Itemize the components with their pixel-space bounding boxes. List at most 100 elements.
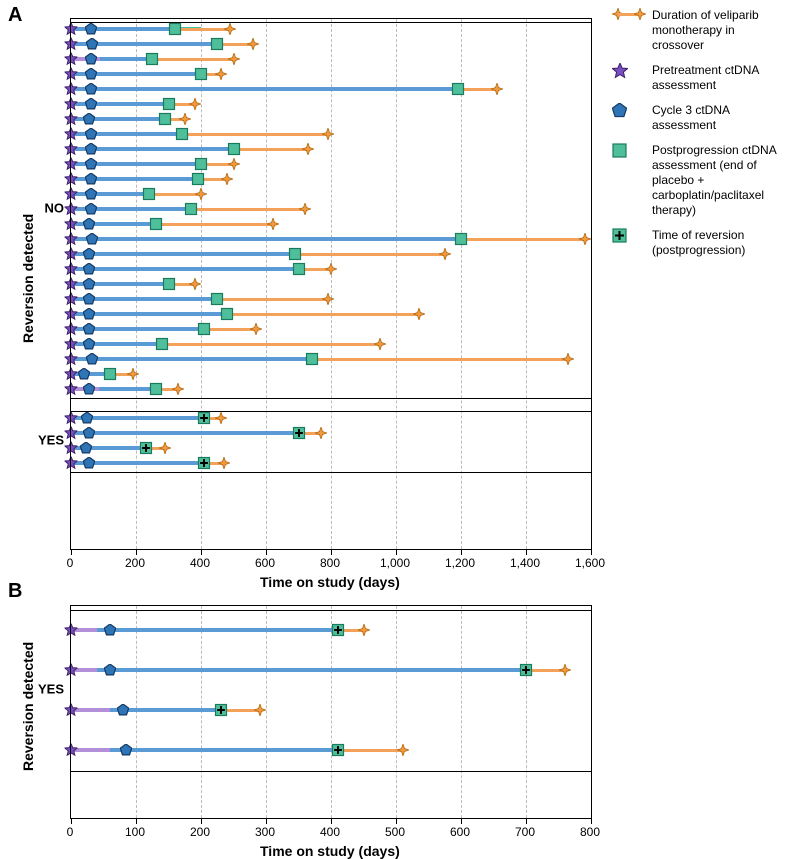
postprogression-square-icon bbox=[455, 233, 468, 246]
cycle3-pentagon-icon bbox=[120, 744, 132, 756]
cycle3-pentagon-icon bbox=[78, 368, 90, 380]
cycle3-pentagon-icon bbox=[85, 23, 97, 35]
bar-crossover bbox=[227, 313, 419, 316]
x-tick bbox=[136, 818, 137, 824]
postprogression-square-icon bbox=[149, 218, 162, 231]
y-axis-label-A: Reversion detected bbox=[20, 214, 36, 343]
x-tick-label: 1,200 bbox=[445, 556, 475, 570]
cycle3-pentagon-icon bbox=[80, 442, 92, 454]
bar-onstudy bbox=[99, 387, 156, 391]
pretreatment-star-icon bbox=[65, 664, 78, 677]
y-tick-label-NO: NO bbox=[0, 201, 64, 216]
crossover-cap-icon bbox=[491, 83, 503, 95]
x-tick bbox=[71, 549, 72, 555]
x-tick-label: 800 bbox=[320, 556, 340, 570]
x-tick bbox=[331, 818, 332, 824]
legend-text: Cycle 3 ctDNA assessment bbox=[652, 103, 780, 133]
bar-onstudy bbox=[71, 87, 458, 91]
x-tick bbox=[591, 549, 592, 555]
bar-onstudy bbox=[71, 357, 312, 361]
postprogression-square-icon bbox=[292, 427, 305, 440]
cycle3-pentagon-icon bbox=[85, 188, 97, 200]
plot-B bbox=[70, 605, 592, 819]
bar-crossover bbox=[217, 298, 328, 301]
x-axis-label-A: Time on study (days) bbox=[260, 574, 400, 590]
x-tick-label: 200 bbox=[125, 556, 145, 570]
x-tick bbox=[461, 549, 462, 555]
cycle3-pentagon-icon bbox=[85, 68, 97, 80]
legend-text: Duration of veliparib monotherapy in cro… bbox=[652, 8, 780, 53]
postprogression-square-icon bbox=[331, 744, 344, 757]
postprogression-square-icon bbox=[211, 38, 224, 51]
legend: Duration of veliparib monotherapy in cro… bbox=[612, 8, 780, 268]
x-tick-label: 1,000 bbox=[380, 556, 410, 570]
crossover-cap-icon bbox=[195, 188, 207, 200]
plot-A bbox=[70, 18, 592, 550]
cycle3-pentagon-icon bbox=[81, 412, 93, 424]
pretreatment-star-icon bbox=[65, 278, 78, 291]
legend-text: Postprogression ctDNA assessment (end of… bbox=[652, 143, 780, 218]
pretreatment-star-icon bbox=[65, 23, 78, 36]
cycle3-pentagon-icon bbox=[85, 83, 97, 95]
bar-crossover bbox=[312, 358, 569, 361]
cycle3-pentagon-icon bbox=[83, 263, 95, 275]
x-tick-label: 400 bbox=[320, 825, 340, 839]
pretreatment-star-icon bbox=[65, 158, 78, 171]
x-tick-label: 1,600 bbox=[575, 556, 605, 570]
legend-text: Time of reversion (postprogression) bbox=[652, 228, 780, 258]
pretreatment-star-icon bbox=[65, 457, 78, 470]
legend-icon-plus bbox=[612, 228, 646, 248]
pretreatment-star-icon bbox=[65, 173, 78, 186]
pretreatment-star-icon bbox=[65, 233, 78, 246]
bar-crossover bbox=[152, 58, 233, 61]
postprogression-square-icon bbox=[292, 263, 305, 276]
cycle3-pentagon-icon bbox=[85, 53, 97, 65]
pretreatment-star-icon bbox=[65, 128, 78, 141]
postprogression-square-icon bbox=[104, 368, 117, 381]
postprogression-square-icon bbox=[169, 23, 182, 36]
bar-onstudy bbox=[71, 252, 295, 256]
x-tick-label: 200 bbox=[190, 825, 210, 839]
bar-crossover bbox=[156, 223, 273, 226]
crossover-cap-icon bbox=[247, 38, 259, 50]
postprogression-square-icon bbox=[331, 624, 344, 637]
crossover-cap-icon bbox=[179, 113, 191, 125]
bar-crossover bbox=[182, 133, 328, 136]
x-tick bbox=[201, 818, 202, 824]
postprogression-square-icon bbox=[211, 293, 224, 306]
cycle3-pentagon-icon bbox=[86, 353, 98, 365]
postprogression-square-icon bbox=[159, 113, 172, 126]
crossover-cap-icon bbox=[374, 338, 386, 350]
bar-onstudy bbox=[71, 192, 149, 196]
crossover-cap-icon bbox=[189, 278, 201, 290]
postprogression-square-icon bbox=[305, 353, 318, 366]
pretreatment-star-icon bbox=[65, 368, 78, 381]
gridline bbox=[266, 606, 267, 818]
legend-icon-star bbox=[612, 63, 646, 83]
pretreatment-star-icon bbox=[65, 263, 78, 276]
cycle3-pentagon-icon bbox=[86, 38, 98, 50]
pretreatment-star-icon bbox=[65, 427, 78, 440]
pretreatment-star-icon bbox=[65, 293, 78, 306]
pretreatment-star-icon bbox=[65, 704, 78, 717]
gridline bbox=[461, 19, 462, 549]
x-tick bbox=[71, 818, 72, 824]
x-tick bbox=[396, 549, 397, 555]
cycle3-pentagon-icon bbox=[117, 704, 129, 716]
bar-onstudy bbox=[97, 628, 338, 632]
x-tick-label: 600 bbox=[450, 825, 470, 839]
x-tick bbox=[396, 818, 397, 824]
crossover-cap-icon bbox=[215, 68, 227, 80]
crossover-cap-icon bbox=[224, 23, 236, 35]
x-tick-label: 0 bbox=[67, 556, 74, 570]
cycle3-pentagon-icon bbox=[83, 278, 95, 290]
x-tick bbox=[461, 818, 462, 824]
cycle3-pentagon-icon bbox=[104, 664, 116, 676]
x-tick-label: 500 bbox=[385, 825, 405, 839]
crossover-cap-icon bbox=[189, 98, 201, 110]
gridline bbox=[201, 19, 202, 549]
crossover-cap-icon bbox=[172, 383, 184, 395]
bar-crossover bbox=[461, 238, 585, 241]
cycle3-pentagon-icon bbox=[83, 427, 95, 439]
crossover-cap-icon bbox=[439, 248, 451, 260]
